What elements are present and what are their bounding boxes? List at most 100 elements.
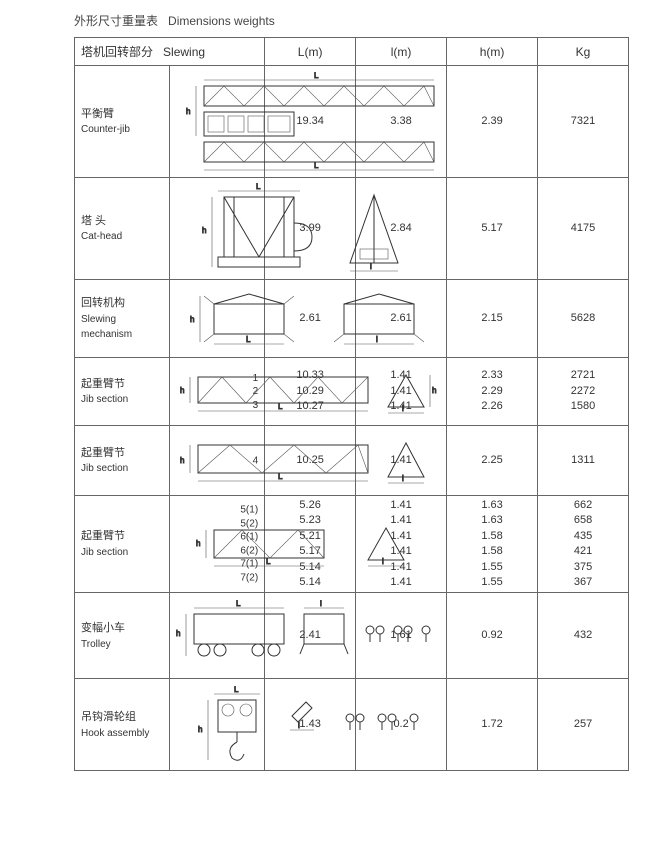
data-L: 3.99	[265, 178, 356, 280]
row-index: 1	[253, 371, 259, 385]
data-value: 1.58	[451, 529, 533, 544]
svg-text:L: L	[278, 472, 283, 481]
svg-text:h: h	[196, 539, 200, 548]
row-index: 5(1)	[240, 504, 258, 518]
svg-text:h: h	[180, 386, 184, 395]
row-index: 5(2)	[240, 517, 258, 531]
table-row: 起重臂节Jib section L h l 410.251.412.251311	[75, 426, 629, 496]
title-cn: 外形尺寸重量表	[74, 14, 158, 28]
svg-text:l: l	[376, 335, 378, 344]
data-value: 1580	[542, 399, 624, 414]
data-value: 1.58	[451, 544, 533, 559]
data-L: 1.43	[265, 679, 356, 771]
data-value: 5.14	[269, 575, 351, 590]
component-label: 起重臂节Jib section	[75, 496, 170, 593]
component-name-cn: 起重臂节	[81, 528, 165, 545]
component-name-en: Hook assembly	[81, 726, 165, 741]
component-label: 平衡臂Counter-jib	[75, 66, 170, 178]
row-index: 6(2)	[240, 544, 258, 558]
component-name-en: Jib section	[81, 461, 165, 476]
data-L: 19.34	[265, 66, 356, 178]
data-value: 1.41	[360, 575, 442, 590]
component-name-en: Counter-jib	[81, 122, 165, 137]
component-name-cn: 塔 头	[81, 213, 165, 230]
data-value: 421	[542, 544, 624, 559]
data-h: 2.332.292.26	[447, 358, 538, 426]
data-l: 1.61	[356, 593, 447, 679]
svg-text:h: h	[202, 226, 206, 235]
data-h: 2.25	[447, 426, 538, 496]
data-h: 2.15	[447, 280, 538, 358]
jib-c-diagram: L h l	[174, 516, 444, 572]
col-kg: Kg	[538, 38, 629, 66]
row-index: 6(1)	[240, 531, 258, 545]
data-value: 1.63	[451, 498, 533, 513]
row-index: 2	[253, 385, 259, 399]
svg-text:h: h	[432, 386, 436, 395]
table-row: 吊钩滑轮组Hook assembly L h l 1.430.21.72257	[75, 679, 629, 771]
component-label: 起重臂节Jib section	[75, 426, 170, 496]
table-row: 平衡臂Counter-jib L h L 19.343.382.397321	[75, 66, 629, 178]
data-value: 435	[542, 529, 624, 544]
data-L: 2.61	[265, 280, 356, 358]
svg-text:l: l	[382, 557, 384, 566]
jib-b-diagram: L h l	[174, 433, 444, 489]
component-label: 变幅小车Trolley	[75, 593, 170, 679]
diagram-cell: L h l	[170, 593, 265, 679]
dimensions-table: 塔机回转部分 Slewing L(m) l(m) h(m) Kg 平衡臂Coun…	[74, 37, 629, 771]
svg-text:L: L	[266, 557, 271, 566]
component-name-cn: 平衡臂	[81, 106, 165, 123]
component-name-en: Jib section	[81, 392, 165, 407]
component-name-en: Slewing mechanism	[81, 312, 165, 342]
svg-text:L: L	[278, 402, 283, 411]
component-name-cn: 回转机构	[81, 295, 165, 312]
data-value: 2.26	[451, 399, 533, 414]
col-h: h(m)	[447, 38, 538, 66]
section-en: Slewing	[163, 45, 205, 59]
row-index: 3	[253, 398, 259, 412]
data-l: 3.38	[356, 66, 447, 178]
data-l: 2.61	[356, 280, 447, 358]
diagram-cell: L h L	[170, 66, 265, 178]
diagram-cell: L h l	[170, 280, 265, 358]
data-kg: 432	[538, 593, 629, 679]
data-h: 2.39	[447, 66, 538, 178]
component-name-cn: 起重臂节	[81, 376, 165, 393]
svg-text:h: h	[198, 725, 202, 734]
svg-text:L: L	[314, 161, 319, 170]
data-value: 1.55	[451, 560, 533, 575]
svg-text:h: h	[176, 629, 180, 638]
component-name-en: Jib section	[81, 545, 165, 560]
data-value: 662	[542, 498, 624, 513]
svg-text:h: h	[180, 456, 184, 465]
data-h: 1.631.631.581.581.551.55	[447, 496, 538, 593]
svg-text:L: L	[246, 335, 251, 344]
data-kg: 7321	[538, 66, 629, 178]
col-l: l(m)	[356, 38, 447, 66]
svg-text:l: l	[320, 600, 322, 608]
data-h: 0.92	[447, 593, 538, 679]
data-kg: 5628	[538, 280, 629, 358]
data-value: 2721	[542, 368, 624, 383]
data-value: 375	[542, 560, 624, 575]
data-kg: 4175	[538, 178, 629, 280]
component-name-cn: 变幅小车	[81, 620, 165, 637]
data-value: 658	[542, 513, 624, 528]
data-h: 5.17	[447, 178, 538, 280]
data-value: 367	[542, 575, 624, 590]
data-value: 1.41	[360, 498, 442, 513]
svg-text:l: l	[402, 404, 404, 413]
table-row: 变幅小车Trolley L h l 2.411.610.92432	[75, 593, 629, 679]
component-name-en: Cat-head	[81, 229, 165, 244]
data-L: 2.41	[265, 593, 356, 679]
diagram-cell: L h l	[170, 178, 265, 280]
diagram-cell: L h l 4	[170, 426, 265, 496]
section-header: 塔机回转部分 Slewing	[75, 38, 265, 66]
title-en: Dimensions weights	[168, 14, 275, 28]
diagram-cell: L h l 5(1)5(2)6(1)6(2)7(1)7(2)	[170, 496, 265, 593]
data-value: 2272	[542, 384, 624, 399]
diagram-cell: L h l	[170, 679, 265, 771]
diagram-cell: L h l h 123	[170, 358, 265, 426]
data-value: 2.33	[451, 368, 533, 383]
table-row: 回转机构Slewing mechanism L h l 2.612.612.15…	[75, 280, 629, 358]
